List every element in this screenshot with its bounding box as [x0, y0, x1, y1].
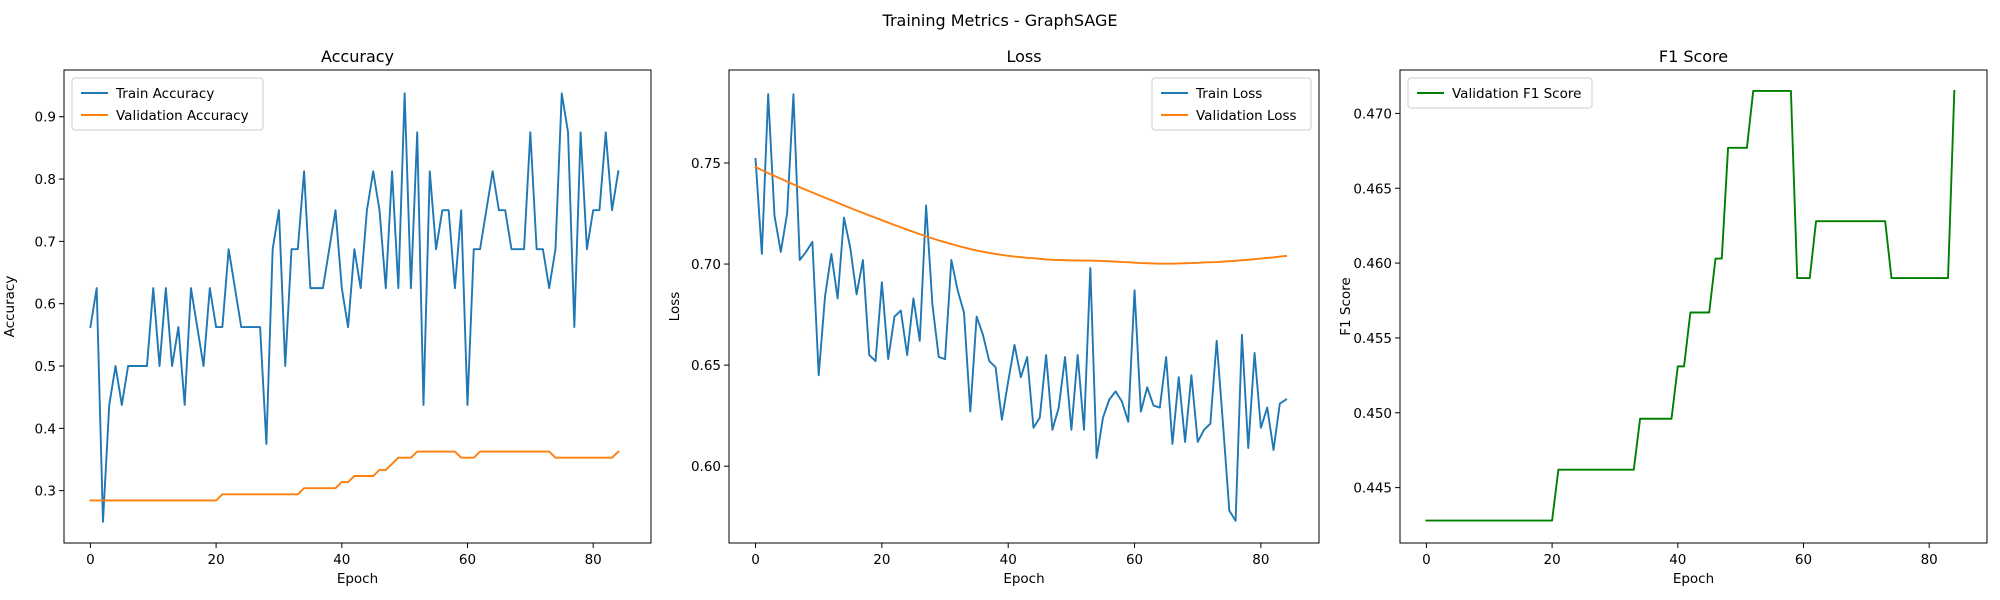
accuracy-series-train-accuracy	[89, 92, 620, 523]
loss-ytick-label: 0.70	[691, 257, 721, 273]
accuracy-ytick-label: 0.4	[35, 421, 56, 437]
f1-xtick-label: 40	[1669, 552, 1686, 568]
accuracy-ytick-label: 0.9	[35, 110, 56, 126]
accuracy-xtick-label: 0	[86, 552, 95, 568]
loss-legend-label: Validation Loss	[1196, 108, 1297, 124]
f1-legend: Validation F1 Score	[1407, 77, 1593, 109]
loss-xtick-label: 60	[1126, 552, 1143, 568]
accuracy-plot-area	[89, 92, 620, 523]
accuracy-legend: Train Accuracy Validation Accuracy	[71, 77, 264, 131]
f1-ytick-label: 0.450	[1353, 406, 1392, 422]
f1-plot-area	[1425, 89, 1956, 522]
loss-plot-area	[754, 93, 1288, 522]
accuracy-ytick-label: 0.5	[35, 359, 56, 375]
f1-ytick-label: 0.465	[1353, 181, 1392, 197]
figure-suptitle: Training Metrics - GraphSAGE	[882, 11, 1118, 30]
f1-ytick-label: 0.455	[1353, 331, 1392, 347]
loss-xtick-label: 40	[1000, 552, 1017, 568]
loss-legend-box	[1151, 77, 1312, 131]
f1-xtick-label: 20	[1543, 552, 1560, 568]
loss-series-train-loss	[754, 93, 1288, 522]
f1-legend-label: Validation F1 Score	[1452, 86, 1581, 102]
accuracy-ylabel: Accuracy	[2, 276, 18, 338]
loss-ytick-label: 0.75	[691, 156, 721, 172]
loss-xlabel: Epoch	[1003, 571, 1044, 587]
accuracy-axes-frame	[63, 69, 652, 544]
accuracy-ytick-label: 0.6	[35, 297, 56, 313]
f1-xtick-label: 60	[1795, 552, 1812, 568]
f1-ytick-label: 0.470	[1353, 106, 1392, 122]
accuracy-title: Accuracy	[321, 47, 394, 66]
accuracy-ytick-label: 0.3	[35, 484, 56, 500]
f1-axes-frame	[1399, 69, 1988, 544]
loss-legend-label: Train Loss	[1195, 86, 1262, 102]
accuracy-ytick-label: 0.7	[35, 234, 56, 250]
accuracy-xtick-label: 20	[207, 552, 224, 568]
loss-title: Loss	[1006, 47, 1041, 66]
loss-xtick-label: 20	[873, 552, 890, 568]
f1-xlabel: Epoch	[1673, 571, 1714, 587]
loss-xtick-label: 0	[751, 552, 760, 568]
f1-legend-box	[1407, 77, 1593, 109]
accuracy-xlabel: Epoch	[337, 571, 378, 587]
f1-xtick-label: 80	[1921, 552, 1938, 568]
loss-ytick-label: 0.65	[691, 358, 721, 374]
loss-panel: Loss 0 20 40 60 80 0.60 0.65 0.70 0.75 Epoch Loss Tr…	[667, 47, 1320, 587]
f1-xtick-label: 0	[1422, 552, 1431, 568]
loss-legend: Train Loss Validation Loss	[1151, 77, 1312, 131]
f1-panel: F1 Score 0 20 40 60 80 0.445 0.450 0.455 0.460 0.4…	[1338, 47, 1988, 587]
f1-series-validation-f1-score	[1425, 89, 1956, 522]
accuracy-legend-box	[71, 77, 264, 131]
accuracy-xtick-label: 80	[585, 552, 602, 568]
f1-ytick-label: 0.445	[1353, 481, 1392, 497]
accuracy-legend-label: Train Accuracy	[115, 86, 214, 102]
loss-ytick-label: 0.60	[691, 459, 721, 475]
loss-xtick-label: 80	[1252, 552, 1269, 568]
f1-ylabel: F1 Score	[1338, 277, 1354, 335]
accuracy-xtick-label: 60	[459, 552, 476, 568]
accuracy-legend-label: Validation Accuracy	[116, 108, 249, 124]
f1-ytick-label: 0.460	[1353, 256, 1392, 272]
f1-title: F1 Score	[1659, 47, 1728, 66]
loss-series-validation-loss	[754, 165, 1288, 265]
accuracy-ytick-label: 0.8	[35, 172, 56, 188]
accuracy-series-validation-accuracy	[89, 450, 620, 502]
accuracy-panel: Accuracy 0 20 40 60 80 0.3 0.4 0.5 0.6 0.7 0.8 0.9 Ep…	[2, 47, 652, 587]
loss-ylabel: Loss	[667, 292, 683, 322]
accuracy-xtick-label: 40	[333, 552, 350, 568]
loss-axes-frame	[728, 69, 1320, 544]
